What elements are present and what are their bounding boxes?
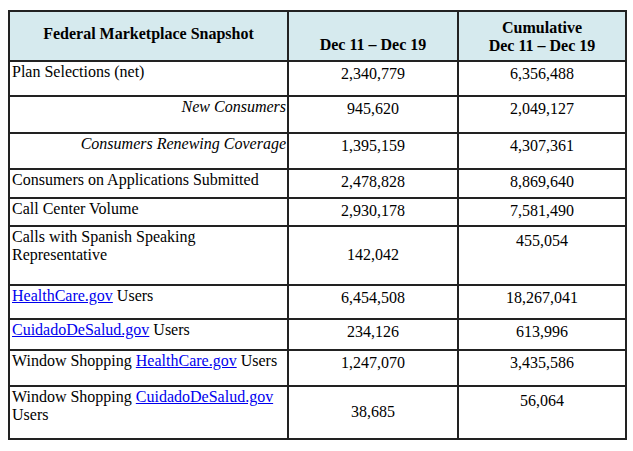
weekly-value: 1,247,070 [288,350,458,386]
weekly-value: 1,395,159 [288,133,458,169]
weekly-value: 945,620 [288,96,458,133]
table-body: Plan Selections (net)2,340,7796,356,488N… [9,61,626,439]
label-text: New Consumers [182,98,286,115]
header-col-label: Federal Marketplace Snapshot [9,11,288,61]
cumulative-value: 613,996 [458,319,626,350]
table-row: Window Shopping HealthCare.gov Users1,24… [9,350,626,386]
row-label: CuidadoDeSalud.gov Users [9,319,288,350]
table-row: Consumers Renewing Coverage1,395,1594,30… [9,133,626,169]
row-label: HealthCare.gov Users [9,285,288,319]
link-healthcare-gov[interactable]: HealthCare.gov [12,287,113,304]
label-text: Calls with Spanish Speaking Representati… [12,228,196,263]
row-label: Window Shopping CuidadoDeSalud.gov Users [9,386,288,439]
cumulative-value: 455,054 [458,226,626,285]
label-text: Users [113,287,153,304]
weekly-value: 2,930,178 [288,198,458,226]
label-text: Users [149,321,189,338]
label-text: Consumers on Applications Submitted [12,171,259,188]
header-col-cumulative: Cumulative Dec 11 – Dec 19 [458,11,626,61]
label-text: Window Shopping [12,352,136,369]
federal-marketplace-snapshot-table: Federal Marketplace Snapshot Dec 11 – De… [8,10,627,440]
label-text: Plan Selections (net) [12,63,144,80]
row-label: Window Shopping HealthCare.gov Users [9,350,288,386]
row-label: Consumers Renewing Coverage [9,133,288,169]
label-text: Window Shopping [12,388,136,405]
header-col-label-text: Federal Marketplace Snapshot [43,25,254,42]
weekly-value: 6,454,508 [288,285,458,319]
weekly-value: 2,340,779 [288,61,458,96]
row-label: Call Center Volume [9,198,288,226]
document-page: { "table": { "header": { "col1": "Federa… [0,0,633,451]
row-label: Consumers on Applications Submitted [9,169,288,198]
link-cuidadodesalud-gov[interactable]: CuidadoDeSalud.gov [12,321,149,338]
table-row: HealthCare.gov Users6,454,50818,267,041 [9,285,626,319]
header-row: Federal Marketplace Snapshot Dec 11 – De… [9,11,626,61]
weekly-value: 142,042 [288,226,458,285]
label-text: Users [12,406,48,423]
table-row: Window Shopping CuidadoDeSalud.gov Users… [9,386,626,439]
header-col-cumulative-line2: Dec 11 – Dec 19 [461,37,623,55]
table-row: New Consumers945,6202,049,127 [9,96,626,133]
cumulative-value: 18,267,041 [458,285,626,319]
table-row: Call Center Volume 2,930,1787,581,490 [9,198,626,226]
weekly-value: 234,126 [288,319,458,350]
weekly-value: 38,685 [288,386,458,439]
header-col-weekly: Dec 11 – Dec 19 [288,11,458,61]
header-col-weekly-text: Dec 11 – Dec 19 [320,36,427,53]
cumulative-value: 3,435,586 [458,350,626,386]
cumulative-value: 56,064 [458,386,626,439]
row-label: Plan Selections (net) [9,61,288,96]
cumulative-value: 6,356,488 [458,61,626,96]
label-text: Users [237,352,277,369]
cumulative-value: 2,049,127 [458,96,626,133]
cumulative-value: 8,869,640 [458,169,626,198]
label-text: Consumers Renewing Coverage [81,135,286,152]
table-row: Calls with Spanish Speaking Representati… [9,226,626,285]
table-row: Consumers on Applications Submitted 2,478… [9,169,626,198]
link-cuidadodesalud-gov[interactable]: CuidadoDeSalud.gov [136,388,273,405]
row-label: New Consumers [9,96,288,133]
row-label: Calls with Spanish Speaking Representati… [9,226,288,285]
header-col-cumulative-line1: Cumulative [461,19,623,37]
weekly-value: 2,478,828 [288,169,458,198]
table-row: Plan Selections (net) 2,340,7796,356,488 [9,61,626,96]
table-row: CuidadoDeSalud.gov Users234,126613,996 [9,319,626,350]
cumulative-value: 4,307,361 [458,133,626,169]
label-text: Call Center Volume [12,200,139,217]
link-healthcare-gov[interactable]: HealthCare.gov [136,352,237,369]
cumulative-value: 7,581,490 [458,198,626,226]
